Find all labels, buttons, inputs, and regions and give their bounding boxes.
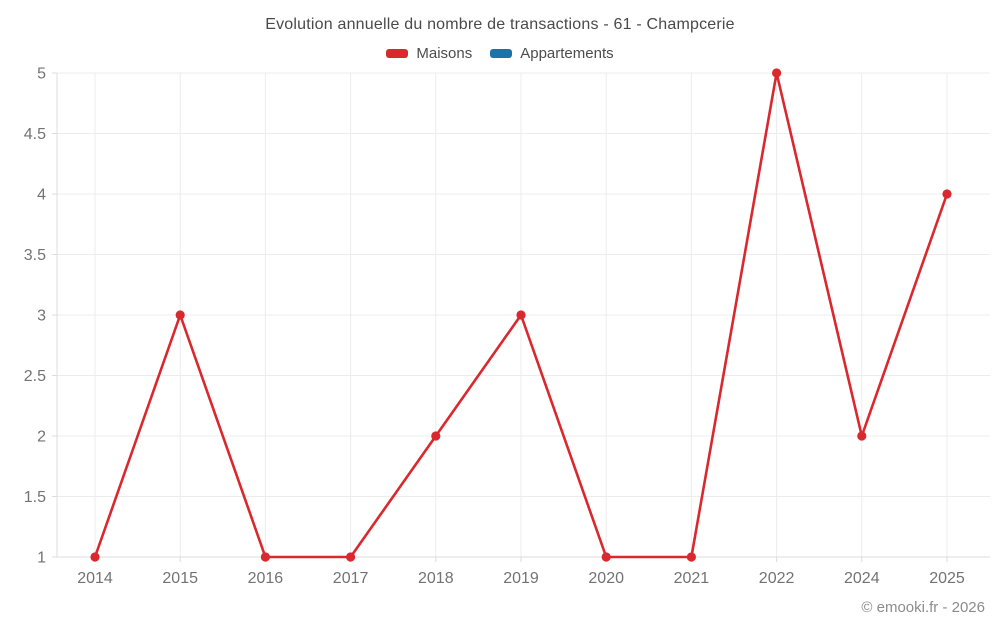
y-tick-label: 1 [37, 550, 46, 567]
legend-item-maisons[interactable]: Maisons [386, 45, 472, 62]
y-tick-label: 5 [37, 66, 46, 83]
data-point-maisons-2025[interactable] [942, 189, 952, 199]
y-tick-label: 2.5 [24, 368, 46, 385]
x-tick-label: 2016 [248, 570, 284, 587]
x-tick-label: 2019 [503, 570, 539, 587]
data-point-maisons-2022[interactable] [772, 68, 782, 78]
x-tick-label: 2021 [674, 570, 710, 587]
data-point-maisons-2020[interactable] [601, 552, 611, 562]
x-tick-label: 2024 [844, 570, 880, 587]
data-point-maisons-2016[interactable] [260, 552, 270, 562]
x-tick-label: 2017 [333, 570, 369, 587]
legend-label-appartements: Appartements [520, 45, 614, 62]
legend: Maisons Appartements [0, 45, 1000, 62]
chart-title: Evolution annuelle du nombre de transact… [265, 16, 735, 33]
x-tick-label: 2015 [162, 570, 198, 587]
y-tick-label: 3.5 [24, 247, 46, 264]
legend-label-maisons: Maisons [416, 45, 473, 62]
x-tick-label: 2014 [77, 570, 113, 587]
x-tick-label: 2022 [759, 570, 795, 587]
appartements-swatch [490, 49, 513, 58]
y-tick-label: 4 [37, 187, 46, 204]
data-point-maisons-2019[interactable] [516, 310, 526, 320]
data-point-maisons-2014[interactable] [90, 552, 100, 562]
x-tick-label: 2018 [418, 570, 454, 587]
data-point-maisons-2015[interactable] [175, 310, 185, 320]
y-tick-label: 1.5 [24, 489, 46, 506]
x-tick-label: 2025 [929, 570, 965, 587]
y-tick-label: 4.5 [24, 126, 46, 143]
legend-item-appartements[interactable]: Appartements [490, 45, 614, 62]
x-tick-label: 2020 [588, 570, 624, 587]
y-tick-label: 3 [37, 308, 46, 325]
data-point-maisons-2021[interactable] [686, 552, 697, 562]
maisons-swatch [386, 49, 409, 58]
data-point-maisons-2018[interactable] [431, 431, 441, 441]
watermark: © emooki.fr - 2026 [861, 599, 985, 616]
y-tick-label: 2 [37, 429, 46, 446]
data-point-maisons-2017[interactable] [346, 552, 356, 562]
data-point-maisons-2024[interactable] [857, 431, 867, 441]
